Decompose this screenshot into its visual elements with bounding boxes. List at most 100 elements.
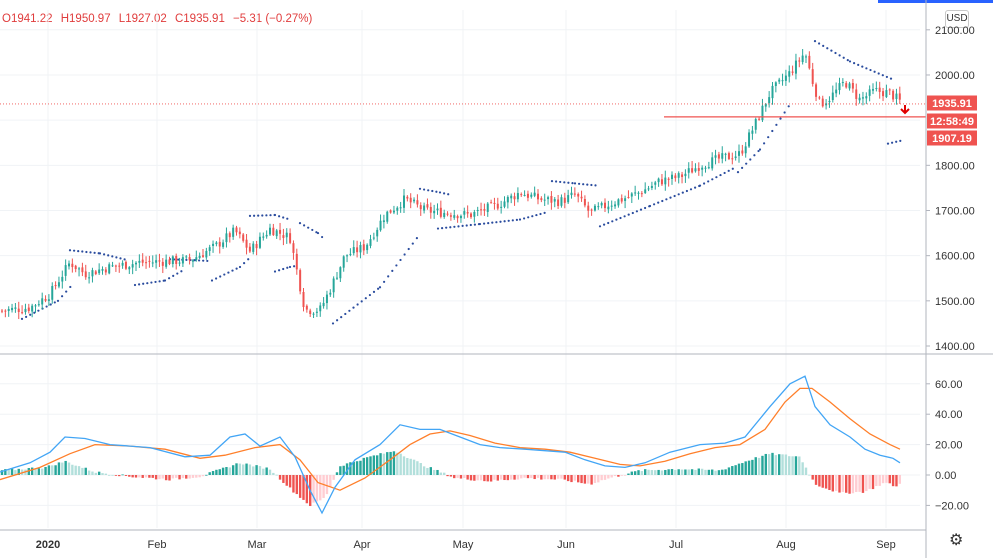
candle-body [828, 100, 831, 103]
sar-dot [344, 312, 347, 316]
histogram-bar [315, 475, 319, 502]
histogram-bar [248, 464, 252, 475]
candle [744, 142, 747, 158]
candle [526, 190, 529, 202]
sar-dot [677, 193, 680, 196]
histogram-bar [700, 468, 704, 475]
histogram-bar [751, 459, 754, 475]
candle-body [449, 215, 452, 217]
sar-dot [869, 68, 872, 72]
candle-body [212, 243, 215, 246]
candle-body [644, 189, 647, 194]
sar-dot [138, 283, 141, 286]
macd-lines [0, 375, 901, 515]
candle-body [868, 89, 871, 96]
sar-dot [865, 67, 868, 70]
last-price-tag-bg [927, 95, 977, 111]
candle-body [734, 156, 737, 159]
time-tick-label: Apr [353, 539, 370, 551]
histogram-bar [359, 460, 362, 475]
candle [878, 81, 881, 99]
candle [225, 227, 228, 248]
candle-body [135, 262, 137, 265]
candle [319, 302, 322, 317]
candle [349, 248, 352, 257]
candle-body [781, 80, 784, 82]
histogram-bar [633, 471, 637, 475]
candle-body [366, 244, 369, 251]
candle [238, 227, 241, 239]
histogram-bar [845, 475, 848, 493]
histogram-bar [225, 467, 228, 475]
sar-dot [315, 231, 318, 234]
candle-body [580, 196, 583, 199]
candle-body [815, 84, 818, 97]
sar-dot [767, 136, 770, 139]
sar-dot [172, 274, 175, 277]
candle-body [21, 312, 24, 314]
candle-body [892, 90, 895, 100]
candle-body [255, 244, 258, 249]
sar-dot [491, 221, 494, 224]
sar-dot [711, 178, 714, 181]
candle [610, 200, 613, 211]
candle-body [155, 260, 158, 263]
currency-button[interactable]: USD [945, 10, 969, 28]
histogram-bar [771, 452, 774, 475]
candle-body [359, 245, 362, 253]
histogram-bar [644, 469, 647, 475]
candle [329, 289, 332, 297]
histogram-bar [510, 475, 513, 480]
candle [161, 258, 164, 274]
candle-body [68, 263, 70, 267]
sar-dot [673, 194, 676, 198]
candle-body [634, 192, 637, 194]
histogram-bar [476, 475, 479, 481]
candle [898, 86, 901, 105]
histogram-bar [349, 462, 352, 475]
histogram-bar [111, 474, 114, 476]
candle-body [875, 88, 878, 90]
candle-body [811, 69, 814, 84]
candle-body [111, 265, 114, 267]
candle-body [523, 194, 526, 196]
histogram-bar [767, 454, 771, 475]
histogram-bar [389, 451, 392, 475]
candle-body [389, 210, 392, 213]
candle-body [560, 197, 563, 206]
histogram-bar [91, 471, 94, 475]
gear-icon[interactable]: ⚙ [949, 532, 964, 549]
candle-body [181, 257, 184, 264]
histogram-bar [623, 475, 627, 476]
sar-dot [227, 271, 230, 274]
candle [597, 202, 600, 210]
candle [727, 151, 730, 161]
candle-body [463, 211, 466, 215]
sar-dot [503, 220, 506, 223]
candle [44, 295, 47, 303]
sar-dot [731, 167, 734, 170]
sar-dot [177, 258, 180, 261]
sar-dot [758, 148, 762, 151]
candle [47, 294, 50, 306]
candle [188, 253, 191, 265]
sar-dot [611, 220, 614, 223]
candle [289, 228, 292, 245]
histogram-bar [325, 475, 329, 495]
candle-body [141, 259, 144, 263]
sar-dot [703, 182, 706, 185]
candle [664, 170, 667, 191]
candle [312, 312, 315, 318]
sar-dot [93, 251, 96, 254]
candle [570, 186, 573, 199]
candle [101, 266, 104, 275]
histogram-bar [211, 471, 215, 475]
sar-dot [507, 219, 510, 222]
candle [567, 189, 570, 204]
histogram-bar [848, 475, 851, 494]
histogram-bar [486, 475, 489, 482]
sar-dot [644, 206, 647, 210]
histogram-bar [282, 475, 285, 483]
candle-body [821, 98, 824, 107]
